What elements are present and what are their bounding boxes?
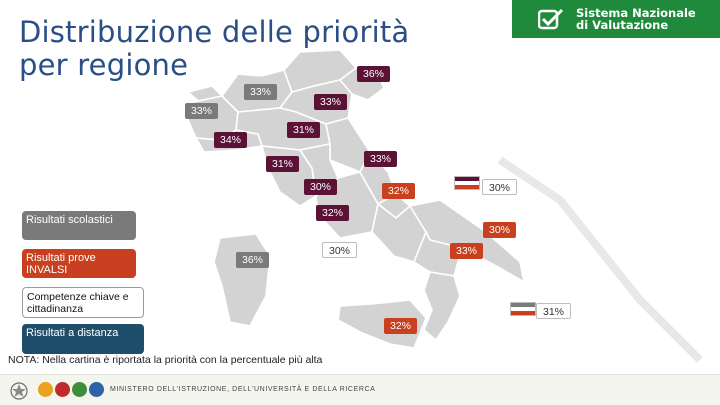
label-veneto: 33% <box>314 94 348 110</box>
checkbox-check-icon <box>538 8 564 30</box>
ministry-name: MINISTERO DELL'ISTRUZIONE, DELL'UNIVERSI… <box>110 386 376 393</box>
logo-line-2: di Valutazione <box>576 18 669 32</box>
label-friuli-extra: 30% <box>482 179 518 195</box>
footer-bar: MINISTERO DELL'ISTRUZIONE, DELL'UNIVERSI… <box>0 374 720 405</box>
region-sardegna <box>213 233 271 327</box>
legend-competenze-chiave: Competenze chiave e cittadinanza <box>22 287 144 318</box>
page-title: Distribuzione delle priorità per regione <box>19 15 410 82</box>
label-calabria: 31% <box>536 303 572 319</box>
label-toscana: 31% <box>266 156 300 172</box>
snv-logo: Sistema Nazionale di Valutazione <box>512 0 720 38</box>
miur-logo <box>38 382 104 397</box>
logo-line-1: Sistema Nazionale <box>576 6 696 20</box>
label-marche: 33% <box>364 151 398 167</box>
label-campania: 30% <box>322 242 358 258</box>
label-liguria: 34% <box>214 132 248 148</box>
region-sicilia <box>337 299 427 349</box>
label-puglia: 30% <box>483 222 517 238</box>
legend-prove-invalsi: Risultati prove INVALSI <box>22 249 136 278</box>
label-sardegna: 36% <box>236 252 270 268</box>
priority-bars-icon-south <box>510 302 536 316</box>
sea-coastline-decoration <box>497 156 703 363</box>
label-piemonte: 33% <box>185 103 219 119</box>
label-abruzzo: 32% <box>316 205 350 221</box>
label-lombardia: 33% <box>244 84 278 100</box>
region-calabria <box>423 271 461 342</box>
legend-risultati-distanza: Risultati a distanza <box>22 324 144 354</box>
legend-risultati-scolastici: Risultati scolastici <box>22 211 136 240</box>
label-molise: 32% <box>382 183 416 199</box>
label-basilicata: 33% <box>450 243 484 259</box>
label-trentino: 36% <box>357 66 391 82</box>
label-sicilia: 32% <box>384 318 418 334</box>
republic-emblem-icon <box>10 382 28 400</box>
label-emilia: 31% <box>287 122 321 138</box>
label-umbria-lazio: 30% <box>304 179 338 195</box>
priority-bars-icon <box>454 176 480 190</box>
map-note: NOTA: Nella cartina è riportata la prior… <box>8 354 323 366</box>
